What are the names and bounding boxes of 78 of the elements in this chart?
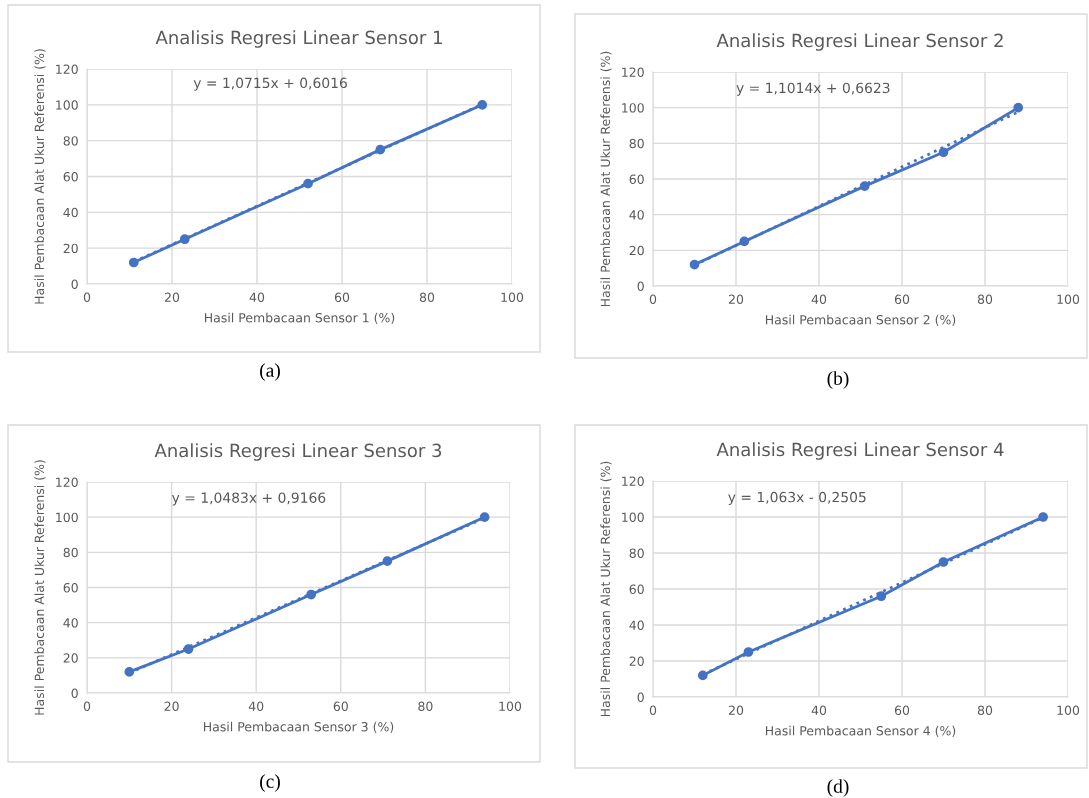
text: (a) bbox=[260, 363, 280, 381]
y-tick-label: 0 bbox=[71, 279, 78, 289]
y-tick-label: 80 bbox=[629, 138, 644, 149]
point bbox=[1013, 102, 1024, 113]
x-tick-label: 100 bbox=[1057, 705, 1080, 716]
x-tick-label: 60 bbox=[894, 294, 910, 305]
annotation: y = 1,0483x + 0,9166 bbox=[172, 492, 326, 506]
x-tick-label: 40 bbox=[811, 705, 827, 716]
chart-title: Analisis Regresi Linear Sensor 3 bbox=[154, 443, 442, 461]
y-tick-label: 100 bbox=[622, 512, 644, 522]
y-tick-label: 120 bbox=[622, 67, 644, 77]
x-tick-label: 100 bbox=[501, 292, 524, 303]
annotation: y = 1,0715x + 0,6016 bbox=[193, 77, 347, 91]
x-axis-title: Hasil Pembacaan Sensor 2 (%) bbox=[765, 314, 956, 326]
y-tick-label: 60 bbox=[629, 174, 644, 184]
point bbox=[1038, 512, 1048, 522]
text: (c) bbox=[260, 774, 280, 792]
annotation: y = 1,1014x + 0,6623 bbox=[736, 82, 890, 96]
x-tick-label: 0 bbox=[83, 292, 91, 303]
text: (d) bbox=[827, 779, 849, 797]
y-tick-label: 20 bbox=[629, 656, 644, 666]
point bbox=[479, 512, 490, 523]
y-tick-label: 60 bbox=[63, 582, 78, 593]
x-tick-label: 20 bbox=[728, 294, 744, 305]
y-tick-label: 100 bbox=[56, 100, 78, 110]
point bbox=[876, 591, 887, 602]
y-tick-label: 60 bbox=[629, 584, 644, 594]
chart-title: Analisis Regresi Linear Sensor 1 bbox=[155, 30, 442, 48]
x-tick-label: 40 bbox=[249, 292, 265, 303]
y-axis-title: Hasil Pembacaan Alat Ukur Referensi (%) bbox=[600, 461, 612, 717]
y-tick-label: 80 bbox=[63, 547, 78, 558]
x-tick-label: 60 bbox=[333, 701, 348, 712]
y-tick-label: 120 bbox=[622, 476, 644, 486]
x-tick-label: 20 bbox=[728, 705, 744, 716]
y-tick-label: 40 bbox=[629, 210, 644, 220]
x-tick-label: 60 bbox=[894, 705, 910, 716]
x-axis-title: Hasil Pembacaan Sensor 1 (%) bbox=[204, 312, 395, 324]
y-axis-title: Hasil Pembacaan Alat Ukur Referensi (%) bbox=[34, 49, 46, 304]
x-tick-label: 20 bbox=[164, 701, 179, 712]
point bbox=[938, 147, 949, 158]
y-tick-label: 80 bbox=[63, 136, 78, 146]
x-tick-label: 40 bbox=[248, 701, 264, 712]
y-tick-label: 20 bbox=[629, 245, 644, 256]
x-tick-label: 80 bbox=[977, 705, 993, 716]
x-tick-label: 0 bbox=[83, 701, 91, 712]
y-tick-label: 20 bbox=[63, 243, 78, 254]
x-tick-label: 20 bbox=[164, 292, 180, 303]
x-tick-label: 0 bbox=[649, 294, 657, 305]
y-tick-label: 100 bbox=[56, 512, 78, 523]
annotation: y = 1,063x - 0,2505 bbox=[728, 491, 866, 505]
y-tick-label: 40 bbox=[63, 207, 78, 218]
y-tick-label: 0 bbox=[637, 692, 644, 702]
y-tick-label: 120 bbox=[56, 64, 78, 74]
text: (b) bbox=[827, 371, 849, 389]
y-tick-label: 40 bbox=[63, 618, 78, 628]
x-tick-label: 80 bbox=[419, 292, 435, 303]
x-tick-label: 80 bbox=[977, 294, 993, 305]
y-tick-label: 0 bbox=[637, 281, 644, 291]
y-axis-title: Hasil Pembacaan Alat Ukur Referensi (%) bbox=[600, 51, 612, 307]
x-tick-label: 100 bbox=[1057, 294, 1080, 305]
x-tick-label: 60 bbox=[334, 292, 350, 303]
y-tick-label: 100 bbox=[622, 103, 644, 113]
y-tick-label: 0 bbox=[71, 688, 78, 698]
x-axis-title: Hasil Pembacaan Sensor 3 (%) bbox=[203, 721, 394, 733]
y-axis-title: Hasil Pembacaan Alat Ukur Referensi (%) bbox=[34, 460, 46, 715]
x-tick-label: 100 bbox=[499, 701, 522, 712]
chart-title: Analisis Regresi Linear Sensor 2 bbox=[716, 33, 1003, 51]
x-tick-label: 0 bbox=[649, 705, 657, 716]
y-tick-label: 40 bbox=[629, 620, 644, 630]
x-tick-label: 40 bbox=[811, 294, 827, 305]
y-tick-label: 80 bbox=[629, 548, 644, 558]
y-tick-label: 120 bbox=[56, 477, 78, 487]
chart-title: Analisis Regresi Linear Sensor 4 bbox=[716, 442, 1004, 460]
y-tick-label: 20 bbox=[63, 653, 78, 663]
point bbox=[477, 99, 488, 110]
x-tick-label: 80 bbox=[418, 701, 433, 712]
x-axis-title: Hasil Pembacaan Sensor 4 (%) bbox=[765, 725, 956, 737]
y-tick-label: 60 bbox=[63, 171, 78, 182]
